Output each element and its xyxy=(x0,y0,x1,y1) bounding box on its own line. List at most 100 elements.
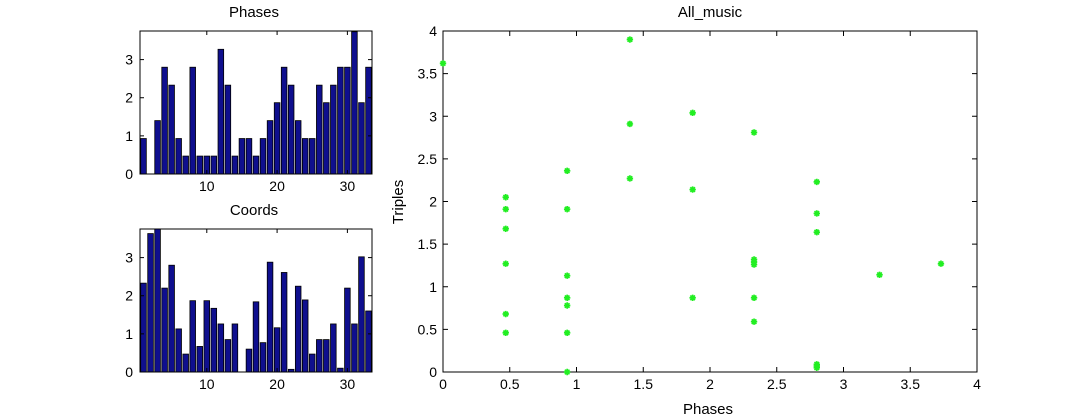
scatter-x-tick-label: 0 xyxy=(439,376,447,392)
phases-bar xyxy=(337,66,344,174)
phases-bar xyxy=(175,138,182,174)
phases-x-tick-label: 20 xyxy=(269,178,285,194)
phases-bar xyxy=(301,138,309,174)
scatter-point xyxy=(626,120,634,128)
scatter-x-tick-label: 3 xyxy=(840,376,848,392)
coords-bar xyxy=(266,261,274,372)
coords-axes-frame xyxy=(139,228,373,373)
phases-y-tick-label: 1 xyxy=(125,128,133,144)
coords-bar xyxy=(316,339,323,372)
scatter-point xyxy=(563,368,571,376)
phases-axes-frame xyxy=(139,30,373,175)
scatter-point xyxy=(626,36,634,43)
scatter-y-tick-label: 3 xyxy=(429,108,437,124)
phases-bar xyxy=(245,138,253,174)
coords-bar xyxy=(259,342,267,372)
phases-bar xyxy=(238,138,246,174)
coords-bar xyxy=(154,229,161,372)
coords-bars xyxy=(140,229,372,372)
phases-bar xyxy=(358,102,365,174)
coords-x-tick-label: 30 xyxy=(340,376,356,392)
scatter-y-tick-label: 1.5 xyxy=(418,236,438,252)
coords-bar xyxy=(337,367,344,372)
phases-title: Phases xyxy=(229,4,279,21)
coords-bar xyxy=(294,285,302,372)
phases-bar xyxy=(280,66,288,174)
scatter-x-tick-label: 0.5 xyxy=(500,376,520,392)
scatter-point xyxy=(563,294,571,302)
scatter-y-axis-label: Triples xyxy=(390,180,407,224)
scatter-point xyxy=(750,261,758,268)
scatter-point xyxy=(813,178,820,186)
scatter-point xyxy=(813,364,820,371)
coords-bar xyxy=(203,300,210,372)
coords-bar xyxy=(161,287,168,372)
phases-bar xyxy=(259,138,267,174)
phases-bar xyxy=(273,102,281,174)
coords-histogram: Coords 10 20 30 0 1 2 3 xyxy=(125,202,373,392)
phases-bar xyxy=(161,66,168,174)
coords-bar xyxy=(358,256,365,372)
scatter-point xyxy=(563,205,571,213)
phases-y-tick-label: 0 xyxy=(125,166,133,182)
phases-bar xyxy=(294,120,302,174)
scatter-point xyxy=(813,228,820,236)
scatter-point xyxy=(502,194,509,201)
coords-x-tick-label: 10 xyxy=(199,376,215,392)
coords-bar xyxy=(140,282,147,372)
coords-title: Coords xyxy=(230,202,278,219)
coords-bar xyxy=(189,300,196,372)
scatter-point xyxy=(689,109,696,117)
coords-y-tick-label: 2 xyxy=(125,288,133,304)
phases-bar xyxy=(217,48,225,174)
phases-y-tick-label: 2 xyxy=(125,90,133,106)
coords-bar xyxy=(365,310,372,372)
coords-bar xyxy=(245,348,253,372)
scatter-x-tick-label: 4 xyxy=(973,376,981,392)
scatter-axes-frame xyxy=(442,30,978,373)
scatter-point xyxy=(563,329,571,336)
phases-y-tick-label: 3 xyxy=(125,52,133,68)
coords-bar xyxy=(231,323,239,372)
scatter-x-tick-label: 1 xyxy=(573,376,581,392)
scatter-point xyxy=(750,129,758,136)
scatter-point xyxy=(689,186,696,193)
scatter-y-tick-label: 3.5 xyxy=(418,66,438,82)
scatter-x-axis-label: Phases xyxy=(683,401,733,418)
phases-bar xyxy=(231,155,239,174)
coords-bar xyxy=(182,353,189,372)
scatter-y-tick-label: 0.5 xyxy=(418,321,438,337)
phases-bar xyxy=(323,102,330,174)
coords-bar xyxy=(217,323,225,372)
phases-bar xyxy=(287,84,295,174)
scatter-point xyxy=(563,302,571,309)
phases-bar xyxy=(182,155,189,174)
phases-bar xyxy=(196,155,203,174)
scatter-points xyxy=(439,36,945,376)
phases-bar xyxy=(224,84,232,174)
coords-bar xyxy=(309,353,316,372)
coords-bar xyxy=(351,323,358,372)
scatter-point xyxy=(563,272,571,279)
scatter-x-tick-label: 2.5 xyxy=(767,376,787,392)
scatter-point xyxy=(502,225,509,232)
phases-bar xyxy=(344,66,351,174)
phases-x-tick-label: 10 xyxy=(199,178,215,194)
phases-bar xyxy=(330,84,337,174)
coords-bar xyxy=(168,264,175,372)
coords-bar xyxy=(196,346,203,372)
scatter-point xyxy=(502,329,509,336)
phases-bar xyxy=(252,155,260,174)
coords-y-tick-label: 3 xyxy=(125,250,133,266)
phases-bar xyxy=(351,31,358,174)
coords-x-tick-label: 20 xyxy=(269,376,285,392)
scatter-point xyxy=(439,60,447,67)
coords-bar xyxy=(330,323,337,372)
scatter-title: All_music xyxy=(678,4,743,21)
scatter-y-tick-label: 0 xyxy=(429,364,437,380)
coords-bar xyxy=(301,299,309,372)
phases-bar xyxy=(140,138,147,174)
coords-bar xyxy=(280,272,288,372)
phases-bar xyxy=(316,84,323,174)
